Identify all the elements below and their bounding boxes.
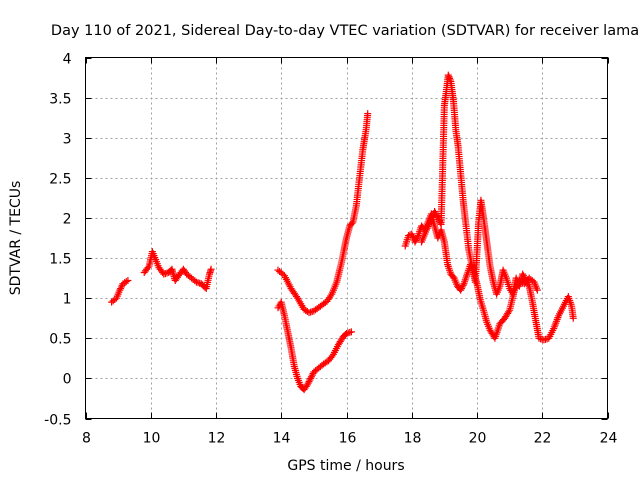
y-tick-label: 3.5 (49, 92, 71, 108)
data-point (306, 376, 314, 384)
series-early-a (108, 277, 132, 306)
data-point (207, 265, 215, 273)
x-tick-label: 8 (82, 431, 91, 447)
data-point (446, 74, 454, 82)
data-point (457, 286, 465, 294)
data-point (445, 73, 453, 81)
data-point (458, 285, 466, 293)
y-tick-label: 1 (63, 292, 72, 308)
data-point (117, 283, 125, 291)
data-point (431, 208, 439, 216)
data-point (519, 272, 527, 280)
data-point (505, 308, 513, 316)
data-point (122, 278, 130, 286)
data-point (444, 71, 452, 79)
data-point (124, 277, 132, 285)
plot-frame (85, 57, 608, 419)
x-tick-label: 12 (208, 431, 226, 447)
x-tick-label: 20 (469, 431, 487, 447)
data-point (520, 273, 528, 281)
x-tick-label: 18 (404, 431, 422, 447)
data-point (459, 281, 467, 289)
y-tick-label: 0 (63, 372, 72, 388)
data-point (305, 378, 313, 386)
x-tick-label: 22 (534, 431, 552, 447)
data-point (364, 110, 372, 118)
data-point (533, 286, 541, 294)
y-tick-label: 0.5 (49, 332, 71, 348)
series-late-b (418, 71, 577, 344)
data-point (413, 235, 421, 243)
data-point (569, 314, 577, 322)
data-point (433, 212, 441, 220)
data-point (413, 233, 421, 241)
data-point (307, 373, 315, 381)
data-point (458, 283, 466, 291)
data-point (412, 236, 420, 244)
y-tick-labels: -0.5 0 0.5 1 1.5 2 2.5 3 3.5 4 (44, 52, 71, 429)
data-point (144, 264, 152, 272)
x-tick-label: 10 (143, 431, 161, 447)
series-early-b (140, 248, 215, 293)
data-points (108, 71, 577, 394)
data-point (304, 379, 312, 387)
y-axis-label: SDTVAR / TECUs (8, 181, 24, 296)
series-night-lower (274, 298, 355, 394)
data-point (308, 371, 316, 379)
axis-ticks (85, 57, 609, 420)
x-axis-label: GPS time / hours (287, 458, 404, 474)
chart-title: Day 110 of 2021, Sidereal Day-to-day VTE… (51, 23, 639, 39)
data-point (446, 76, 454, 84)
y-tick-label: 3 (63, 132, 72, 148)
data-point (307, 374, 315, 382)
y-tick-label: -0.5 (44, 413, 71, 429)
x-tick-label: 24 (600, 431, 618, 447)
y-tick-label: 1.5 (49, 252, 71, 268)
y-tick-label: 2.5 (49, 172, 71, 188)
x-tick-labels: 8 10 12 14 16 18 20 22 24 (82, 431, 617, 447)
data-point (431, 209, 439, 217)
data-point (303, 381, 311, 389)
data-point (348, 219, 356, 227)
y-tick-label: 2 (63, 212, 72, 228)
data-point (411, 238, 419, 246)
data-point (519, 270, 527, 278)
y-tick-label: 4 (63, 52, 72, 68)
x-tick-label: 14 (273, 431, 291, 447)
series-night-upper (274, 110, 372, 317)
x-tick-label: 16 (339, 431, 357, 447)
data-point (116, 286, 124, 294)
data-point (347, 328, 355, 336)
data-point (328, 352, 336, 360)
data-point (432, 211, 440, 219)
data-point (117, 285, 125, 293)
